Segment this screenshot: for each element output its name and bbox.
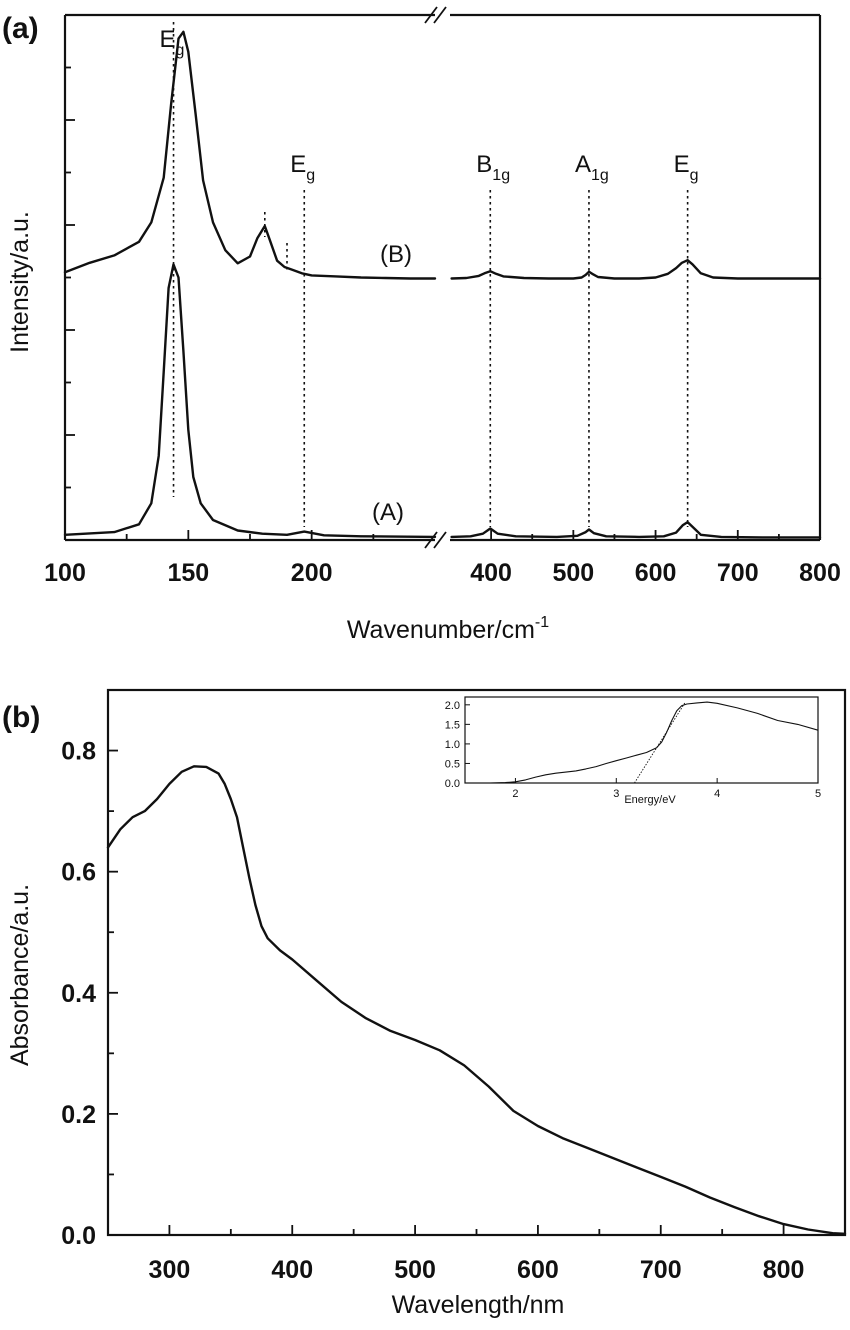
panel-a-xtick-label: 200: [291, 559, 333, 587]
inset-tangent-line: [634, 702, 686, 784]
panel-a-peak-label: Eg: [674, 151, 699, 184]
panel-a-curves: [63, 30, 822, 539]
panel-b-ytick-label: 0.2: [61, 1101, 96, 1129]
panel-a-series-b-seg2: [450, 259, 822, 280]
panel-a-xlabel-main: Wavenumber/cm: [347, 616, 535, 644]
inset-plot: 2 3 4 5 0.0 0.5 1.0 1.5 2.0: [445, 696, 821, 800]
inset-xlabel: Energy/eV: [624, 794, 676, 806]
panel-b-curve: [106, 765, 847, 1235]
panel-a-peak-label: Eg: [290, 151, 315, 184]
panel-a-peak-label: A1g: [575, 151, 609, 184]
peak-label-sub: 1g: [492, 167, 510, 184]
panel-a-ylabel: Intensity/a.u.: [6, 211, 34, 353]
panel-b-xlabel: Wavelength/nm: [392, 1291, 565, 1319]
peak-label-main: E: [290, 151, 306, 178]
panel-b-ylabel: Absorbance/a.u.: [6, 884, 34, 1066]
panel-a-series-a-seg1: [63, 263, 437, 539]
panel-b-xtick-label: 600: [517, 1256, 559, 1284]
panel-a-xlabel: Wavenumber/cm-1: [347, 614, 549, 644]
inset-frame: [464, 696, 819, 784]
panel-b-xtick-label: 500: [394, 1256, 436, 1284]
panel-a-peak-label: B1g: [476, 151, 510, 184]
panel-a-series-b-seg1: [63, 30, 437, 280]
panel-a-xlabel-sup: -1: [535, 614, 549, 631]
peak-label-main: B: [476, 151, 492, 178]
inset-xtick-label: 4: [714, 788, 720, 800]
panel-b-ytick-label: 0.8: [61, 738, 96, 766]
panel-a-xtick-label: 150: [167, 559, 209, 587]
panel-b-ytick-label: 0.4: [61, 980, 96, 1008]
panel-a-xtick-label: 100: [44, 559, 86, 587]
panel-b-xtick-label: 400: [271, 1256, 313, 1284]
panel-a-xtick-label: 400: [470, 559, 512, 587]
peak-label-main: E: [160, 26, 176, 53]
panel-a-tick-labels: 100 150 200 400 500 600 700 800: [44, 559, 841, 587]
panel-b-absorbance-curve: [106, 765, 847, 1235]
panel-b-xtick-label: 700: [640, 1256, 682, 1284]
inset-xtick-label: 2: [512, 788, 518, 800]
inset-ytick-label: 0.0: [445, 778, 460, 790]
series-label-b: (B): [380, 241, 412, 268]
peak-label-main: E: [674, 151, 690, 178]
series-label-a: (A): [372, 499, 404, 526]
panel-a-xtick-label: 800: [799, 559, 841, 587]
inset-curve: [490, 701, 819, 784]
peak-label-sub: 1g: [591, 167, 609, 184]
break-mark-bottom: [433, 531, 447, 549]
panel-a-peak-label: Eg: [160, 26, 185, 59]
panel-a-xtick-label: 500: [552, 559, 594, 587]
panel-a-series-a-seg2: [450, 520, 822, 539]
inset-xtick-label: 3: [613, 788, 619, 800]
panel-a-reference-lines: [172, 22, 689, 527]
panel-a-ticks: [64, 66, 821, 540]
panel-b-ytick-label: 0.0: [61, 1222, 96, 1250]
panel-b-ytick-label: 0.6: [61, 859, 96, 887]
axis-break-marks: [424, 6, 447, 549]
inset-xtick-label: 5: [815, 788, 821, 800]
panel-b-tick-labels: 300 400 500 600 700 800 0.0 0.2 0.4 0.6 0.8: [61, 738, 804, 1284]
inset-ytick-label: 1.5: [445, 719, 460, 731]
inset-ytick-label: 0.5: [445, 758, 460, 770]
panel-b-label: (b): [2, 701, 40, 734]
panel-b-xtick-label: 800: [763, 1256, 805, 1284]
peak-label-sub: g: [306, 167, 315, 184]
peak-label-main: A: [575, 151, 591, 178]
panel-b-ticks: [108, 749, 785, 1236]
inset-ytick-label: 2.0: [445, 700, 460, 712]
panel-b-xtick-label: 300: [149, 1256, 191, 1284]
break-mark-bottom: [424, 531, 438, 549]
inset-ytick-label: 1.0: [445, 739, 460, 751]
break-mark-top: [424, 6, 438, 24]
peak-label-sub: g: [176, 42, 185, 59]
peak-label-sub: g: [690, 167, 699, 184]
break-mark-top: [433, 6, 447, 24]
panel-a-label: (a): [2, 12, 39, 45]
panel-a-xtick-label: 700: [717, 559, 759, 587]
panel-a-xtick-label: 600: [635, 559, 677, 587]
